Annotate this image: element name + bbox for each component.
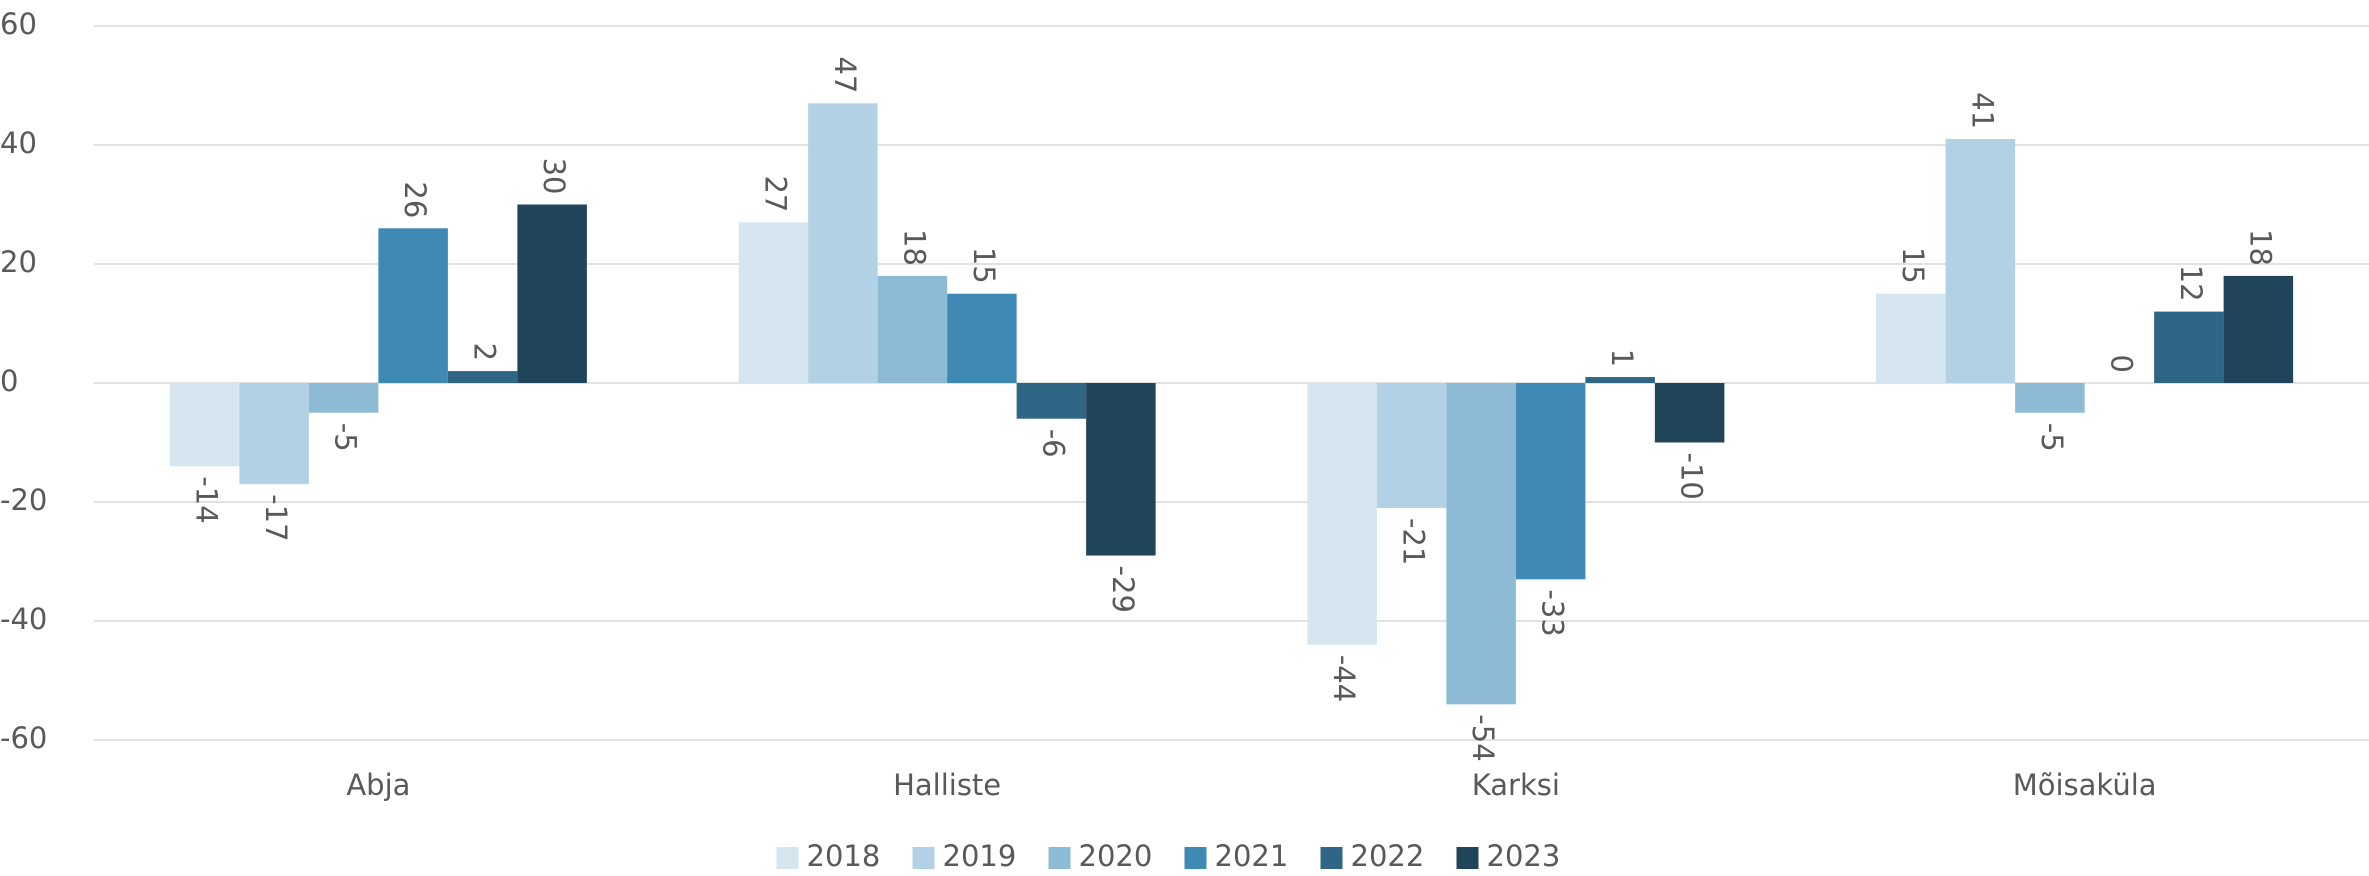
y-tick-label: 0 bbox=[0, 364, 18, 398]
data-label: 2 bbox=[468, 343, 502, 361]
bar bbox=[308, 383, 379, 413]
data-label: 12 bbox=[2174, 265, 2208, 302]
data-label: -54 bbox=[1466, 714, 1500, 761]
legend-label: 2018 bbox=[807, 839, 881, 873]
x-tick-label: Karksi bbox=[1472, 768, 1560, 802]
data-label: 26 bbox=[398, 181, 432, 218]
bar bbox=[1945, 139, 2016, 383]
bar bbox=[2015, 383, 2085, 413]
data-label: 1 bbox=[1605, 349, 1639, 367]
y-tick-label: -40 bbox=[0, 602, 47, 636]
x-tick-label: Mõisaküla bbox=[2013, 768, 2157, 802]
bar bbox=[239, 383, 309, 485]
bar bbox=[2154, 311, 2224, 383]
bar bbox=[1086, 383, 1156, 556]
data-label: -33 bbox=[1536, 589, 1570, 636]
x-tick-label: Halliste bbox=[893, 768, 1001, 802]
bar bbox=[1307, 383, 1377, 645]
legend-swatch bbox=[912, 847, 935, 869]
data-label: -10 bbox=[1675, 453, 1709, 500]
data-label: -5 bbox=[2035, 423, 2069, 452]
y-tick-label: -60 bbox=[0, 721, 47, 755]
legend-label: 2021 bbox=[1215, 839, 1289, 873]
data-label: 18 bbox=[2243, 229, 2277, 266]
data-label: -14 bbox=[190, 476, 224, 523]
legend-label: 2023 bbox=[1487, 839, 1561, 873]
legend-label: 2020 bbox=[1079, 839, 1153, 873]
data-label: -17 bbox=[259, 494, 293, 541]
bar bbox=[1376, 383, 1447, 508]
legend-swatch bbox=[776, 847, 799, 869]
y-tick-label: 40 bbox=[0, 126, 37, 160]
bar bbox=[169, 383, 240, 467]
data-label: 15 bbox=[1896, 247, 1930, 284]
data-label: -44 bbox=[1327, 655, 1361, 702]
bar bbox=[1876, 293, 1946, 383]
legend-swatch bbox=[1184, 847, 1207, 869]
legend-label: 2019 bbox=[943, 839, 1017, 873]
bar bbox=[378, 228, 448, 383]
legend-swatch bbox=[1320, 847, 1343, 869]
data-label: 41 bbox=[1965, 92, 1999, 129]
data-label: 18 bbox=[897, 229, 931, 266]
bar bbox=[1016, 383, 1087, 419]
y-tick-label: 20 bbox=[0, 245, 37, 279]
data-label: -29 bbox=[1106, 566, 1140, 613]
legend-swatch bbox=[1456, 847, 1479, 869]
y-tick-label: -20 bbox=[0, 483, 47, 517]
y-tick-label: 60 bbox=[0, 7, 37, 41]
legend-label: 2022 bbox=[1351, 839, 1425, 873]
data-label: -6 bbox=[1036, 429, 1070, 458]
bar bbox=[877, 275, 948, 383]
legend-swatch bbox=[1048, 847, 1071, 869]
data-label: 47 bbox=[828, 56, 862, 93]
data-label: 15 bbox=[967, 247, 1001, 284]
bar bbox=[1654, 383, 1725, 443]
x-tick-label: Abja bbox=[346, 768, 410, 802]
bar bbox=[1585, 377, 1655, 383]
bar bbox=[517, 204, 587, 383]
bar bbox=[947, 293, 1017, 383]
bar bbox=[447, 371, 518, 383]
data-label: -21 bbox=[1397, 518, 1431, 565]
bar bbox=[1515, 383, 1586, 580]
bar bbox=[808, 103, 878, 383]
bar bbox=[2223, 275, 2294, 383]
data-label: 27 bbox=[758, 175, 792, 212]
data-label: -5 bbox=[329, 423, 363, 452]
bar bbox=[738, 222, 809, 383]
data-label: 30 bbox=[537, 158, 571, 195]
data-label: 0 bbox=[2104, 355, 2138, 373]
bar bbox=[1446, 383, 1516, 705]
